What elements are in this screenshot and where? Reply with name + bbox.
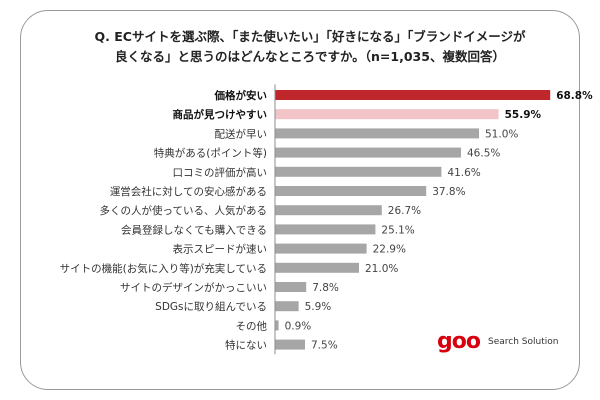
value-label-5: 41.6% (447, 167, 480, 179)
bar-13 (275, 320, 279, 331)
chart-title-line-1: Q. ECサイトを選ぶ際、「また使いたい」「好きになる」「ブランドイメージが (94, 29, 526, 44)
category-label-8: 会員登録しなくても購入できる (121, 223, 267, 236)
bar-10 (275, 262, 359, 273)
category-label-5: 口コミの評価が高い (173, 166, 268, 179)
value-label-8: 25.1% (381, 224, 414, 236)
bar-12 (275, 301, 299, 312)
chart-title: Q. ECサイトを選ぶ際、「また使いたい」「好きになる」「ブランドイメージが 良… (90, 27, 530, 67)
category-label-1: 価格が安い (214, 89, 268, 102)
chart-title-line-2: 良くなる」と思うのはどんなところですか。（n=1,035、複数回答） (115, 49, 505, 64)
category-label-2: 商品が見つけやすい (173, 108, 268, 121)
category-label-9: 表示スピードが速い (173, 243, 268, 256)
bar-8 (275, 224, 376, 235)
goo-logo: goo Search Solution (437, 330, 558, 354)
bar-3 (275, 128, 479, 139)
bar-1 (275, 90, 551, 100)
bar-2 (275, 109, 499, 120)
category-label-12: SDGsに取り組んでいる (155, 300, 267, 313)
bar-7 (275, 205, 382, 216)
value-label-9: 22.9% (373, 244, 406, 256)
category-label-3: 配送が早い (215, 127, 268, 140)
category-label-10: サイトの機能(お気に入り等)が充実している (60, 262, 267, 275)
category-label-6: 運営会社に対しての安心感がある (110, 185, 267, 198)
value-label-14: 7.5% (311, 340, 338, 352)
goo-logo-mark: goo (437, 329, 481, 354)
value-label-4: 46.5% (467, 148, 500, 160)
category-label-13: その他 (236, 319, 268, 332)
value-label-2: 55.9% (505, 109, 542, 121)
bar-11 (275, 282, 307, 292)
bar-4 (275, 147, 461, 158)
category-label-4: 特典がある(ポイント等) (154, 147, 267, 160)
value-label-10: 21.0% (365, 263, 398, 275)
bar-14 (275, 339, 305, 350)
goo-logo-text: Search Solution (487, 337, 559, 347)
bar-6 (275, 186, 427, 196)
value-label-3: 51.0% (485, 128, 518, 140)
value-label-7: 26.7% (388, 205, 421, 217)
value-label-11: 7.8% (312, 282, 339, 294)
bar-9 (275, 243, 367, 254)
value-label-6: 37.8% (432, 186, 465, 198)
category-label-14: 特にない (225, 340, 267, 352)
value-label-12: 5.9% (305, 301, 332, 313)
bar-5 (275, 166, 442, 177)
category-label-7: 多くの人が使っている、人気がある (100, 204, 267, 217)
chart-card (20, 10, 580, 390)
value-label-13: 0.9% (285, 320, 312, 332)
value-label-1: 68.8% (556, 90, 593, 102)
category-label-11: サイトのデザインがかっこいい (120, 281, 267, 294)
